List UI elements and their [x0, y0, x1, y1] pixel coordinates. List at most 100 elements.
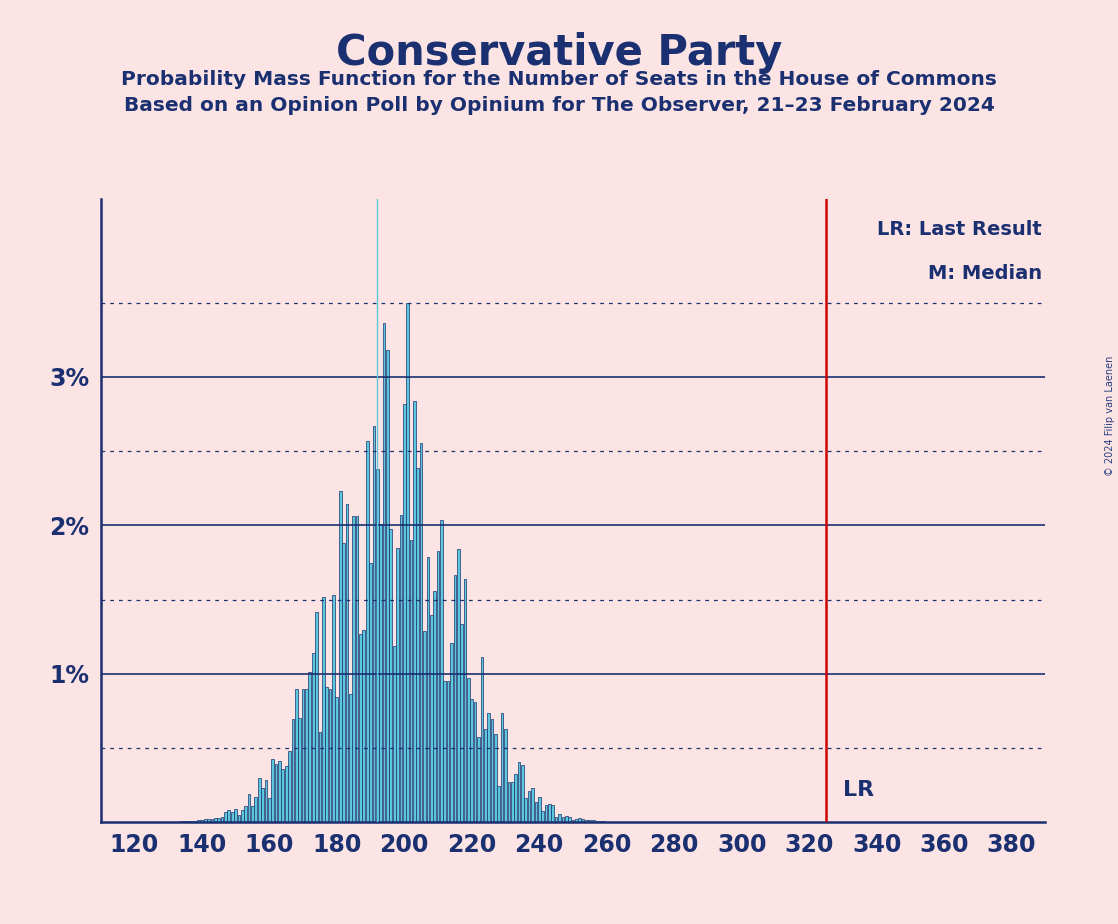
Bar — [275, 764, 277, 822]
Bar — [392, 646, 396, 822]
Bar — [248, 795, 250, 822]
Bar — [379, 524, 382, 822]
Bar — [419, 443, 423, 822]
Bar — [437, 551, 439, 822]
Bar — [565, 817, 568, 822]
Bar — [315, 613, 318, 822]
Bar — [558, 814, 561, 822]
Bar — [561, 818, 565, 822]
Bar — [598, 821, 601, 822]
Bar — [265, 781, 267, 822]
Bar — [272, 759, 274, 822]
Bar — [575, 820, 578, 822]
Text: Based on an Opinion Poll by Opinium for The Observer, 21–23 February 2024: Based on an Opinion Poll by Opinium for … — [124, 96, 994, 116]
Bar — [203, 820, 207, 822]
Bar — [440, 519, 443, 822]
Bar — [210, 819, 214, 822]
Bar — [207, 819, 210, 822]
Bar — [491, 720, 493, 822]
Bar — [235, 809, 237, 822]
Bar — [389, 529, 392, 822]
Bar — [568, 817, 571, 822]
Bar — [434, 591, 436, 822]
Bar — [309, 672, 311, 822]
Bar — [424, 631, 426, 822]
Bar — [487, 713, 490, 822]
Bar — [386, 350, 389, 822]
Bar — [197, 820, 200, 822]
Bar — [548, 804, 551, 822]
Text: © 2024 Filip van Laenen: © 2024 Filip van Laenen — [1106, 356, 1115, 476]
Text: Conservative Party: Conservative Party — [335, 32, 783, 74]
Bar — [230, 812, 234, 822]
Bar — [409, 540, 413, 822]
Bar — [498, 785, 500, 822]
Bar — [494, 734, 496, 822]
Bar — [352, 516, 356, 822]
Bar — [252, 806, 254, 822]
Bar — [571, 820, 575, 822]
Bar — [481, 657, 483, 822]
Bar — [471, 699, 473, 822]
Bar — [345, 504, 349, 822]
Bar — [255, 796, 257, 822]
Bar — [238, 815, 240, 822]
Bar — [376, 468, 379, 822]
Bar — [581, 819, 585, 822]
Text: Probability Mass Function for the Number of Seats in the House of Commons: Probability Mass Function for the Number… — [121, 70, 997, 90]
Bar — [501, 713, 503, 822]
Bar — [382, 322, 386, 822]
Bar — [427, 557, 429, 822]
Bar — [504, 729, 506, 822]
Bar — [591, 821, 595, 822]
Bar — [227, 809, 230, 822]
Bar — [430, 614, 433, 822]
Bar — [514, 774, 517, 822]
Bar — [578, 818, 581, 822]
Bar — [200, 821, 203, 822]
Bar — [461, 625, 463, 822]
Bar — [524, 797, 527, 822]
Bar — [477, 736, 480, 822]
Text: M: Median: M: Median — [928, 263, 1042, 283]
Bar — [262, 788, 264, 822]
Bar — [362, 630, 366, 822]
Bar — [325, 687, 328, 822]
Bar — [349, 694, 352, 822]
Bar — [332, 595, 334, 822]
Bar — [406, 303, 409, 822]
Bar — [322, 597, 324, 822]
Bar — [193, 821, 197, 822]
Bar — [335, 697, 338, 822]
Bar — [299, 718, 301, 822]
Bar — [288, 750, 291, 822]
Bar — [187, 821, 190, 822]
Bar — [464, 579, 466, 822]
Bar — [183, 821, 187, 822]
Bar — [508, 783, 510, 822]
Bar — [595, 821, 598, 822]
Bar — [541, 811, 544, 822]
Bar — [601, 821, 605, 822]
Bar — [399, 515, 402, 822]
Bar — [319, 732, 321, 822]
Bar — [551, 805, 555, 822]
Bar — [278, 761, 281, 822]
Bar — [359, 634, 362, 822]
Bar — [521, 765, 523, 822]
Bar — [555, 817, 558, 822]
Bar — [295, 689, 297, 822]
Bar — [305, 688, 307, 822]
Bar — [467, 678, 470, 822]
Bar — [444, 681, 446, 822]
Bar — [217, 818, 220, 822]
Bar — [356, 517, 359, 822]
Bar — [416, 468, 419, 822]
Bar — [447, 681, 449, 822]
Bar — [538, 797, 541, 822]
Bar — [457, 549, 459, 822]
Bar — [396, 549, 399, 822]
Bar — [474, 702, 476, 822]
Bar — [302, 689, 304, 822]
Bar — [518, 762, 520, 822]
